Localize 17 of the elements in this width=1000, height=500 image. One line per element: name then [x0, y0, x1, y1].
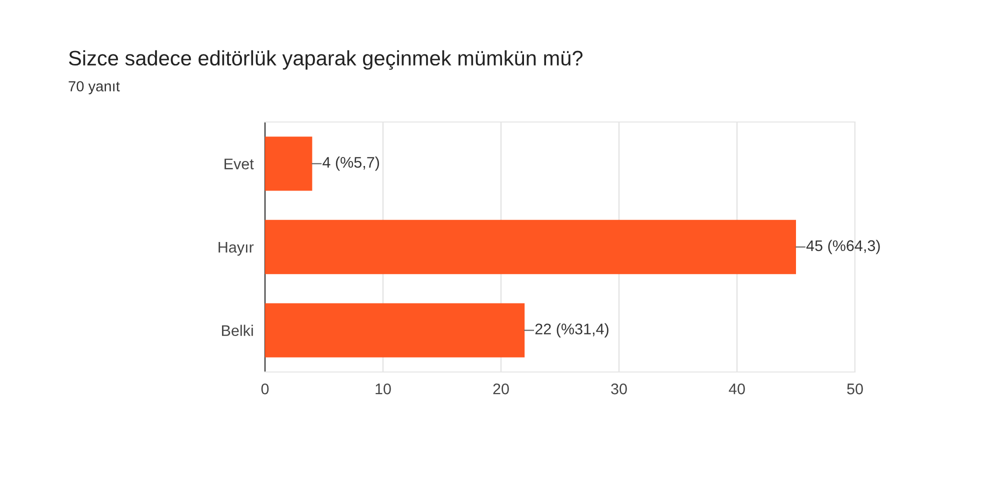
x-tick-label: 0: [261, 384, 269, 394]
y-tick-label: Belki: [222, 324, 253, 336]
chart-title: Sizce sadece editörlük yaparak geçinmek mümkün mü?: [68, 50, 583, 70]
data-label: 4 (%5,7): [322, 156, 380, 171]
bar: [265, 220, 796, 274]
y-tick-label: Evet: [224, 158, 254, 170]
bar: [265, 136, 312, 191]
x-tick-label: 20: [493, 384, 509, 394]
x-tick-label: 10: [376, 384, 391, 394]
y-tick-label: Hayır: [218, 242, 254, 256]
x-tick-label: 40: [728, 384, 745, 394]
x-tick-label: 50: [847, 384, 863, 394]
data-label: 22 (%31,4): [535, 323, 608, 338]
bar: [265, 303, 525, 358]
text: 70 yanıt: [68, 81, 120, 94]
data-label: 45 (%64,3): [806, 240, 880, 254]
x-tick-label: 30: [611, 384, 627, 394]
